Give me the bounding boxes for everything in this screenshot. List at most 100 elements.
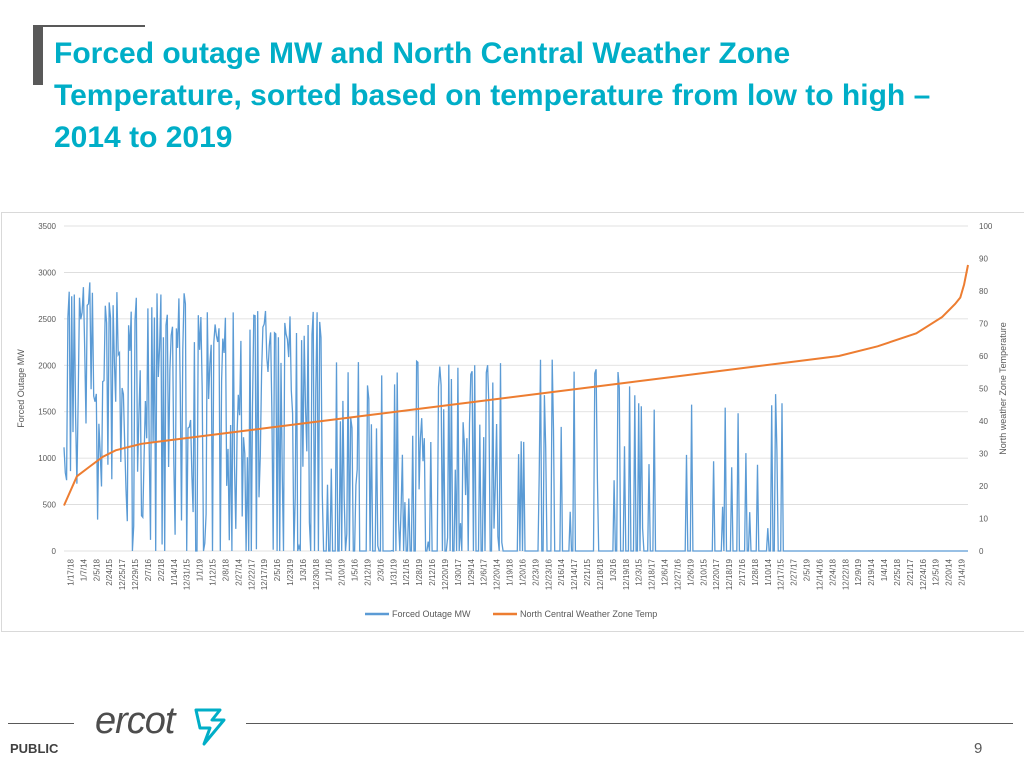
x-tick-label: 1/28/19 [415, 558, 424, 585]
x-tick-label: 1/31/19 [389, 558, 398, 585]
x-tick-label: 2/23/19 [531, 558, 540, 585]
x-tick-label: 2/16/14 [557, 558, 566, 585]
x-tick-label: 2/25/18 [893, 558, 902, 585]
x-tick-label: 2/10/15 [699, 558, 708, 585]
x-tick-label: 12/6/17 [480, 558, 489, 585]
x-tick-label: 12/17/19 [260, 558, 269, 590]
y-tick-label: 0 [52, 547, 57, 556]
y-tick-label: 500 [43, 501, 57, 510]
x-tick-label: 1/1/16 [325, 558, 334, 581]
y2-tick-label: 10 [979, 515, 988, 524]
x-tick-label: 12/27/16 [673, 558, 682, 590]
title-accent-bar [33, 25, 43, 85]
footer-rule-left [8, 723, 74, 724]
y2-tick-label: 60 [979, 352, 988, 361]
x-tick-label: 1/19/18 [506, 558, 515, 585]
x-tick-label: 12/25/17 [118, 558, 127, 590]
x-tick-label: 1/20/16 [518, 558, 527, 585]
x-tick-label: 12/19/18 [622, 558, 631, 590]
x-tick-label: 2/21/17 [906, 558, 915, 585]
x-tick-label: 1/5/16 [351, 558, 360, 581]
x-tick-label: 12/22/17 [247, 558, 256, 590]
x-tick-label: 1/17/18 [66, 558, 75, 585]
x-tick-label: 1/10/14 [764, 558, 773, 585]
x-tick-label: 2/12/19 [363, 558, 372, 585]
x-tick-label: 1/26/19 [686, 558, 695, 585]
footer-rule-right [246, 723, 1013, 724]
page-number: 9 [974, 740, 983, 757]
classification-label: PUBLIC [10, 741, 59, 756]
x-tick-label: 12/5/19 [932, 558, 941, 585]
forced-outage-line [63, 282, 968, 552]
x-tick-label: 2/3/16 [376, 558, 385, 581]
y2-tick-label: 90 [979, 255, 988, 264]
x-tick-label: 12/20/19 [441, 558, 450, 590]
x-tick-label: 12/18/19 [725, 558, 734, 590]
ercot-logo: ercot [95, 700, 235, 748]
x-tick-label: 12/17/15 [777, 558, 786, 590]
x-tick-label: 2/5/18 [92, 558, 101, 581]
combo-chart: 0 500 1000 1500 2000 2500 3000 3500 0 10 20 30 40 50 6… [16, 222, 1008, 619]
x-tick-label: 1/12/15 [209, 558, 218, 585]
legend-label-outage: Forced Outage MW [392, 609, 471, 619]
x-tick-label: 1/7/14 [79, 558, 88, 581]
x-tick-label: 1/30/17 [454, 558, 463, 585]
y-tick-label: 3000 [38, 268, 56, 277]
x-tick-label: 2/19/14 [867, 558, 876, 585]
x-tick-label: 12/20/14 [493, 558, 502, 590]
y-tick-label: 2000 [38, 361, 56, 370]
y-tick-label: 1000 [38, 454, 56, 463]
x-tick-label: 1/3/16 [609, 558, 618, 581]
x-tick-label: 12/29/15 [131, 558, 140, 590]
x-tick-label: 2/27/14 [234, 558, 243, 585]
y2-tick-label: 0 [979, 547, 984, 556]
x-tick-label: 1/21/16 [402, 558, 411, 585]
x-tick-label: 12/20/17 [712, 558, 721, 590]
legend-label-temperature: North Central Weather Zone Temp [520, 609, 657, 619]
x-tick-label: 12/31/15 [183, 558, 192, 590]
x-tick-label: 2/17/16 [738, 558, 747, 585]
x-tick-label: 12/30/18 [312, 558, 321, 590]
x-tick-label: 12/14/17 [570, 558, 579, 590]
logo-bolt-icon [194, 708, 226, 746]
y-tick-label: 3500 [38, 222, 56, 231]
title-accent-rule [33, 25, 145, 27]
x-tick-label: 1/23/19 [286, 558, 295, 585]
x-tick-label: 2/12/16 [428, 558, 437, 585]
x-tick-label: 2/21/15 [583, 558, 592, 585]
y2-tick-label: 70 [979, 320, 988, 329]
y-tick-label: 1500 [38, 408, 56, 417]
y2-tick-label: 80 [979, 287, 988, 296]
x-tick-label: 2/5/19 [803, 558, 812, 581]
x-tick-label: 12/6/14 [661, 558, 670, 585]
y2-tick-label: 30 [979, 450, 988, 459]
y2-tick-label: 40 [979, 417, 988, 426]
x-tick-label: 2/20/14 [945, 558, 954, 585]
slide-title: Forced outage MW and North Central Weath… [54, 37, 931, 154]
y2-tick-label: 50 [979, 385, 988, 394]
x-tick-label: 12/24/16 [919, 558, 928, 590]
x-tick-label: 12/9/19 [854, 558, 863, 585]
x-tick-label: 1/4/14 [880, 558, 889, 581]
x-tick-label: 12/3/15 [635, 558, 644, 585]
y2-axis-title: North weather Zone Temperature [998, 322, 1008, 454]
x-tick-label: 2/8/18 [221, 558, 230, 581]
logo-wordmark: ercot [95, 700, 175, 742]
y-axis-title: Forced Outage MW [16, 349, 26, 428]
x-tick-label: 2/2/18 [157, 558, 166, 581]
x-tick-label: 2/7/16 [144, 558, 153, 581]
x-tick-label: 2/10/19 [338, 558, 347, 585]
y2-tick-label: 20 [979, 482, 988, 491]
x-tick-label: 2/24/18 [828, 558, 837, 585]
x-tick-label: 12/22/18 [841, 558, 850, 590]
x-tick-label: 12/23/16 [544, 558, 553, 590]
x-tick-label: 1/14/14 [170, 558, 179, 585]
x-tick-label: 1/29/14 [467, 558, 476, 585]
x-tick-label: 1/1/19 [196, 558, 205, 581]
x-tick-label: 2/5/16 [273, 558, 282, 581]
temperature-line [63, 264, 969, 506]
y-tick-label: 2500 [38, 315, 56, 324]
x-tick-label: 1/28/18 [751, 558, 760, 585]
y2-tick-label: 100 [979, 222, 993, 231]
x-tick-label: 12/18/17 [648, 558, 657, 590]
